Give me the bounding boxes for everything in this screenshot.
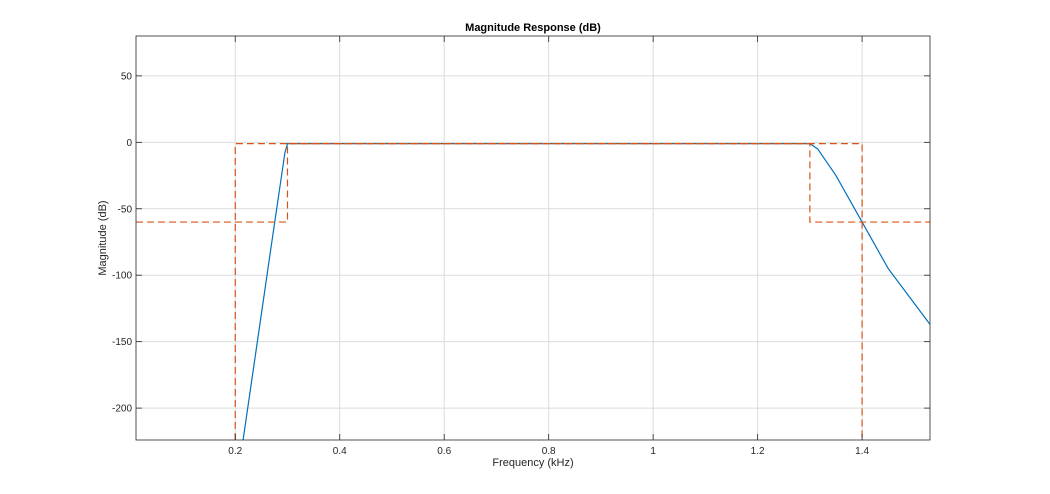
- x-tick-label: 0.2: [228, 446, 242, 457]
- spec-mask-line: [136, 143, 930, 223]
- y-tick-label: -50: [118, 204, 133, 215]
- y-tick-label: 50: [121, 71, 133, 82]
- tick-layer: 0.2 0.4 0.6 0.8 1 1.2 1.4 -200 -150 -100 -50 0 50: [112, 36, 930, 457]
- y-tick-label: -100: [112, 271, 132, 282]
- y-tick-label: -150: [112, 337, 132, 348]
- chart-title: Magnitude Response (dB): [465, 22, 601, 34]
- x-tick-label: 1: [650, 446, 656, 457]
- x-axis-label: Frequency (kHz): [492, 457, 573, 469]
- plot-background: [136, 36, 930, 440]
- x-tick-label: 0.8: [542, 446, 556, 457]
- plot-frame: [135, 35, 931, 441]
- y-tick-label: -200: [112, 404, 132, 415]
- spec-mask-line: [234, 143, 863, 440]
- x-tick-label: 0.6: [437, 446, 451, 457]
- y-axis-label: Magnitude (dB): [97, 200, 109, 275]
- x-tick-label: 1.2: [751, 446, 765, 457]
- y-tick-label: 0: [126, 138, 132, 149]
- x-tick-label: 1.4: [855, 446, 869, 457]
- x-tick-label: 0.4: [333, 446, 347, 457]
- series-layer: [136, 143, 930, 440]
- grid-layer: [136, 36, 930, 440]
